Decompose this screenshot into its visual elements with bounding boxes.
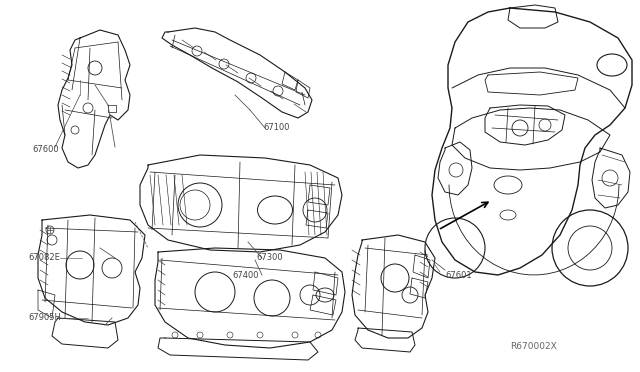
Text: R670002X: R670002X xyxy=(510,342,557,351)
Text: 67601: 67601 xyxy=(445,270,472,279)
Text: 67300: 67300 xyxy=(256,253,283,263)
Text: 67100: 67100 xyxy=(263,124,289,132)
Text: 67400: 67400 xyxy=(232,270,259,279)
Text: 67600: 67600 xyxy=(32,145,59,154)
Text: 67082E: 67082E xyxy=(28,253,60,263)
Text: 67905H: 67905H xyxy=(28,314,61,323)
